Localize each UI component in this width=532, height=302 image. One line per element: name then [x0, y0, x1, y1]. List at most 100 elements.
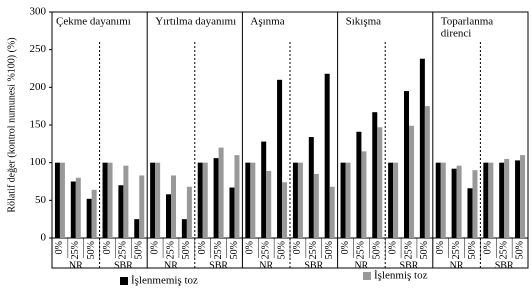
bar [102, 162, 108, 238]
bar [218, 147, 224, 238]
group-label: SBR [209, 260, 228, 271]
x-tick-label: 50% [86, 241, 97, 259]
y-tick-label: 100 [30, 156, 47, 168]
panel-title: Aşınma [250, 16, 284, 28]
panel-title: Çekme dayanımı [56, 16, 131, 28]
bar [456, 165, 462, 238]
bar [282, 182, 288, 238]
x-tick-label: 25% [498, 241, 509, 259]
bar [345, 162, 351, 238]
bar [440, 162, 446, 238]
x-tick-label: 25% [213, 241, 224, 259]
x-tick-label: 0% [483, 241, 494, 254]
bar [472, 170, 478, 238]
bar [107, 162, 113, 238]
bar [356, 131, 362, 238]
bar [118, 185, 124, 238]
y-tick-label: 250 [30, 43, 47, 55]
bar [515, 160, 521, 238]
bar [186, 186, 192, 238]
bar [171, 175, 176, 238]
y-tick-label: 300 [30, 6, 47, 18]
x-tick-label: 0% [387, 241, 398, 254]
x-tick-label: 50% [324, 241, 335, 259]
bar [166, 194, 171, 238]
x-tick-label: 50% [514, 241, 525, 259]
bar [181, 219, 187, 238]
bar [150, 162, 156, 238]
bar [234, 155, 240, 238]
group-label: SBR [304, 260, 323, 271]
bar [277, 79, 283, 238]
bar [261, 141, 267, 238]
x-tick-label: 50% [419, 241, 430, 259]
bar [488, 162, 494, 238]
bar [393, 162, 399, 238]
bar [297, 162, 303, 238]
x-tick-label: 50% [467, 241, 478, 259]
x-tick-label: 0% [149, 241, 160, 254]
bar [250, 162, 256, 238]
bar [388, 162, 394, 238]
x-tick-label: 0% [102, 241, 113, 254]
group-label: SBR [114, 260, 133, 271]
x-tick-label: 0% [245, 241, 256, 254]
bar [134, 219, 140, 238]
bar [424, 106, 430, 239]
bar [91, 189, 97, 238]
group-label: NR [354, 260, 368, 271]
bar [483, 162, 489, 238]
bar [54, 162, 60, 238]
group-label: SBR [400, 260, 419, 271]
y-axis-title: Rölatif değer (kontrol numunesi %100) (%… [6, 37, 17, 212]
group-label: SBR [495, 260, 514, 271]
group-label: NR [450, 260, 464, 271]
legend-label: İşlenmiş toz [374, 270, 428, 282]
x-tick-label: 50% [229, 241, 240, 259]
bar [292, 162, 298, 238]
x-tick-label: 50% [134, 241, 145, 259]
x-tick-label: 50% [181, 241, 192, 259]
x-tick-label: 0% [54, 241, 65, 254]
bar [435, 162, 441, 238]
x-tick-label: 0% [435, 241, 446, 254]
bar [451, 168, 457, 238]
y-tick-label: 50 [35, 194, 47, 206]
x-tick-label: 0% [197, 241, 208, 254]
bar [409, 125, 414, 238]
bar [197, 162, 203, 238]
x-tick-label: 50% [372, 241, 383, 259]
legend-label: İşlenmemiş toz [131, 275, 198, 287]
x-tick-label: 25% [70, 241, 81, 259]
bar [419, 58, 425, 238]
x-tick-label: 0% [292, 241, 303, 254]
group-label: NR [259, 260, 273, 271]
bar [404, 91, 409, 238]
bar [123, 165, 129, 238]
x-tick-label: 25% [403, 241, 414, 259]
bar [213, 158, 219, 238]
x-tick-label: 25% [451, 241, 462, 259]
bar [59, 162, 65, 238]
y-tick-label: 0 [41, 232, 47, 244]
panel-title: Yırtılma dayanımı [155, 16, 236, 28]
bar [202, 162, 208, 238]
bar [70, 181, 76, 238]
bar [467, 188, 473, 238]
bar [329, 186, 335, 238]
panel-title: Sıkışma [346, 16, 382, 28]
bar [324, 73, 330, 238]
x-tick-label: 25% [165, 241, 176, 259]
y-tick-label: 150 [30, 119, 47, 131]
bar [504, 158, 510, 238]
legend-swatch [120, 277, 128, 285]
x-tick-label: 25% [260, 241, 271, 259]
bar [266, 170, 272, 238]
bar [308, 137, 314, 238]
bar [155, 162, 161, 238]
x-tick-label: 25% [118, 241, 129, 259]
bar [139, 175, 145, 238]
bar [377, 127, 383, 238]
bar [229, 187, 235, 238]
bar [520, 155, 526, 238]
